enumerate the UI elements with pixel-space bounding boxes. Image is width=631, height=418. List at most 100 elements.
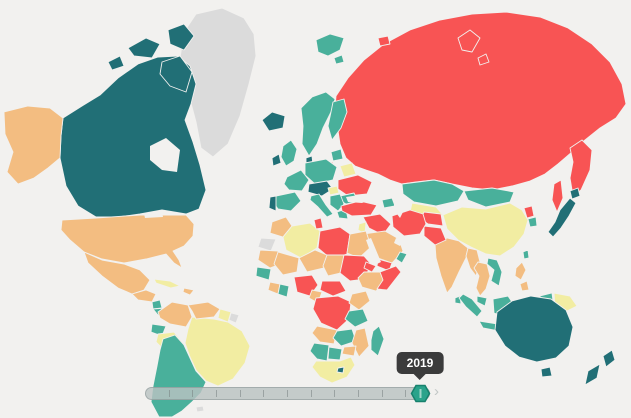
region-sumatra[interactable] [458,293,483,318]
region-tasmania[interactable] [540,366,553,378]
region-canada-island[interactable] [107,55,125,71]
region-zimbabwe[interactable] [341,345,357,357]
region-chad[interactable] [322,254,345,277]
region-spain[interactable] [272,191,302,212]
region-hispaniola[interactable] [182,287,195,296]
slider-tick [263,390,265,397]
region-angola[interactable] [311,325,338,345]
chevron-right-icon[interactable]: › [434,383,439,400]
region-philippines[interactable] [514,261,527,281]
region-ireland[interactable] [271,153,282,167]
region-tunisia[interactable] [313,217,324,230]
region-colombia[interactable] [157,301,193,328]
region-tanzania[interactable] [344,308,369,328]
region-libya[interactable] [317,226,351,260]
region-mongolia[interactable] [463,187,515,208]
region-madagascar[interactable] [370,325,385,357]
region-kenya[interactable] [348,290,371,311]
region-zambia[interactable] [332,328,357,347]
region-france[interactable] [283,169,310,192]
slider-tick [381,390,383,397]
region-venezuela[interactable] [187,301,221,320]
region-vietnam-laos[interactable] [486,257,503,287]
region-alaska[interactable] [3,105,64,185]
region-iceland[interactable] [261,111,286,132]
region-baltics[interactable] [330,148,344,162]
region-guatemala[interactable] [131,289,157,303]
slider-track[interactable] [145,387,430,400]
region-western-sahara[interactable] [257,237,277,252]
region-kazakhstan[interactable] [401,179,465,207]
region-somalia[interactable] [376,265,402,291]
region-canada-island[interactable] [127,37,161,59]
region-svalbard[interactable] [315,33,345,57]
region-arctic-island[interactable] [377,35,391,47]
slider-tick [215,390,217,397]
region-mexico[interactable] [83,251,151,295]
region-china[interactable] [442,202,529,257]
region-algeria[interactable] [282,222,321,259]
region-taiwan[interactable] [522,249,530,260]
region-south-africa[interactable] [311,356,356,384]
region-alpine-states[interactable] [307,180,334,197]
region-india[interactable] [434,237,469,294]
region-canada[interactable] [59,55,207,218]
region-portugal[interactable] [268,195,277,212]
region-canada-island[interactable] [167,23,195,51]
region-new-zealand[interactable] [602,349,616,368]
region-central-african-republic[interactable] [319,280,347,297]
region-arctic-island[interactable] [457,29,481,53]
region-scandinavia[interactable] [300,91,336,157]
region-mali[interactable] [273,251,300,276]
region-dr-congo[interactable] [312,295,352,331]
region-ukraine[interactable] [337,174,373,197]
region-svalbard[interactable] [333,54,345,65]
region-pakistan[interactable] [423,225,447,246]
region-french-guiana[interactable] [228,312,240,324]
region-hungary[interactable] [327,185,340,196]
region-belarus[interactable] [339,162,357,178]
region-italy[interactable] [309,193,334,218]
region-egypt[interactable] [346,230,372,259]
region-uk[interactable] [280,139,298,167]
region-arctic-island[interactable] [477,53,490,66]
region-north-korea[interactable] [523,205,535,219]
region-iraq-syria[interactable] [362,213,392,236]
slider-tick [239,390,241,397]
slider-handle[interactable] [410,384,431,403]
region-nicaragua[interactable] [151,299,163,310]
persian-gulf [394,238,403,246]
region-japan[interactable] [569,187,581,200]
region-south-korea[interactable] [527,216,538,228]
region-thailand[interactable] [473,261,491,297]
region-brazil[interactable] [184,316,251,387]
region-guyana[interactable] [217,308,232,323]
slider-tick [357,390,359,397]
region-ghana[interactable] [277,283,290,298]
region-namibia[interactable] [309,342,330,362]
region-sakhalin[interactable] [551,179,564,213]
region-oman[interactable] [395,251,408,264]
region-malaysia[interactable] [476,295,488,307]
region-japan[interactable] [547,197,577,238]
region-canada-island[interactable] [159,55,193,93]
region-new-zealand[interactable] [584,363,601,386]
region-senegal[interactable] [255,266,272,281]
region-philippines[interactable] [519,280,530,292]
region-finland[interactable] [327,98,348,141]
region-mozambique[interactable] [351,327,370,358]
region-usa[interactable] [60,214,195,269]
region-kamchatka[interactable] [569,139,593,197]
region-russia[interactable] [334,11,627,191]
slider-tick [286,390,288,397]
slider-handle-grip [419,389,422,398]
region-botswana[interactable] [327,346,343,361]
region-cuba[interactable] [153,278,181,289]
region-falklands[interactable] [195,405,205,413]
region-australia[interactable] [494,295,574,363]
black-sea [346,194,372,203]
region-caucasus[interactable] [381,197,396,209]
region-lesotho[interactable] [336,366,345,374]
